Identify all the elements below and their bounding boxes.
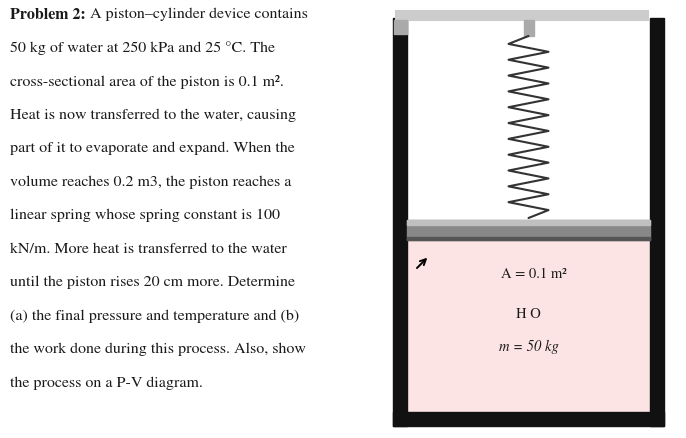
Text: kN/m. More heat is transferred to the water: kN/m. More heat is transferred to the wa…	[10, 243, 287, 256]
Bar	[407, 220, 650, 225]
Bar	[523, 20, 534, 36]
Text: Heat is now transferred to the water, causing: Heat is now transferred to the water, ca…	[10, 109, 296, 122]
Text: volume reaches 0.2 m3, the piston reaches a: volume reaches 0.2 m3, the piston reache…	[10, 176, 292, 189]
Text: Problem 2:: Problem 2:	[10, 8, 86, 22]
Text: (a) the final pressure and temperature and (b): (a) the final pressure and temperature a…	[10, 310, 299, 323]
Text: m = 50 kg: m = 50 kg	[499, 340, 558, 354]
Text: A piston–cylinder device contains: A piston–cylinder device contains	[86, 8, 308, 21]
Bar	[407, 220, 650, 240]
Text: until the piston rises 20 cm more. Determine: until the piston rises 20 cm more. Deter…	[10, 276, 295, 290]
Bar	[650, 18, 664, 426]
Text: linear spring whose spring constant is 100: linear spring whose spring constant is 1…	[10, 209, 280, 223]
Bar	[393, 412, 664, 426]
Text: the process on a P-V diagram.: the process on a P-V diagram.	[10, 377, 203, 390]
Bar	[394, 20, 407, 34]
Bar	[395, 10, 648, 20]
Text: 50 kg of water at 250 kPa and 25 °C. The: 50 kg of water at 250 kPa and 25 °C. The	[10, 42, 275, 55]
Bar	[407, 18, 650, 412]
Text: part of it to evaporate and expand. When the: part of it to evaporate and expand. When…	[10, 142, 295, 155]
Text: H₂O: H₂O	[516, 308, 541, 321]
Text: the work done during this process. Also, show: the work done during this process. Also,…	[10, 343, 306, 357]
Text: cross-sectional area of the piston is 0.1 m².: cross-sectional area of the piston is 0.…	[10, 75, 284, 89]
Bar	[407, 237, 650, 240]
Bar	[407, 240, 650, 412]
Bar	[393, 18, 407, 426]
Text: A = 0.1 m²: A = 0.1 m²	[501, 268, 567, 281]
